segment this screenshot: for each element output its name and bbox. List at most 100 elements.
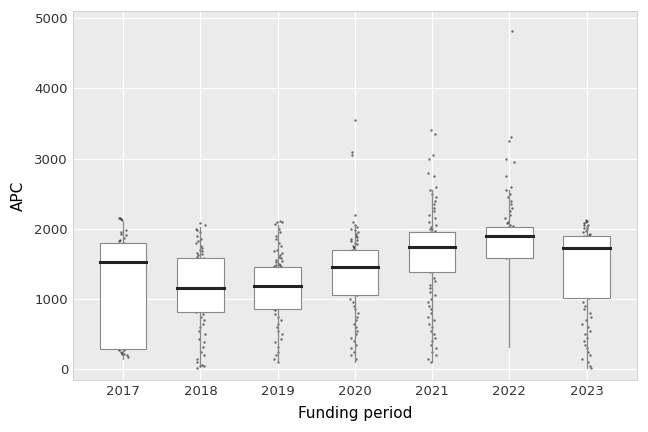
- Point: [506, 244, 516, 251]
- Point: [121, 243, 131, 250]
- Point: [274, 239, 284, 246]
- Bar: [100, 243, 146, 349]
- Point: [121, 258, 132, 265]
- Point: [430, 227, 441, 234]
- Bar: [177, 258, 224, 312]
- Point: [199, 352, 209, 359]
- Point: [581, 280, 591, 287]
- Point: [272, 232, 282, 239]
- Point: [119, 350, 129, 357]
- Point: [119, 347, 129, 354]
- Point: [423, 313, 434, 320]
- Point: [268, 301, 279, 308]
- Point: [506, 235, 516, 241]
- Point: [582, 334, 592, 341]
- Point: [504, 241, 515, 248]
- Point: [585, 230, 596, 237]
- Point: [113, 238, 124, 245]
- Point: [349, 265, 360, 272]
- Point: [347, 263, 357, 270]
- Point: [349, 302, 359, 309]
- Point: [191, 271, 202, 278]
- Point: [195, 289, 205, 295]
- Point: [429, 204, 439, 211]
- Point: [581, 277, 591, 284]
- Point: [580, 234, 590, 241]
- Point: [507, 243, 517, 250]
- Point: [582, 279, 592, 286]
- Point: [426, 226, 437, 233]
- Point: [275, 263, 286, 270]
- Point: [581, 216, 591, 223]
- Point: [430, 278, 441, 285]
- Point: [273, 313, 284, 320]
- Point: [272, 281, 283, 288]
- Point: [122, 352, 132, 359]
- Point: [273, 343, 283, 350]
- Point: [200, 222, 210, 229]
- Point: [505, 190, 515, 197]
- Point: [582, 233, 592, 240]
- Point: [581, 227, 592, 234]
- Point: [351, 232, 361, 239]
- Point: [423, 248, 434, 255]
- Point: [273, 254, 284, 260]
- Point: [426, 306, 436, 313]
- Point: [585, 362, 596, 369]
- Point: [581, 246, 592, 253]
- Point: [346, 345, 356, 352]
- Point: [351, 355, 361, 362]
- Point: [424, 246, 434, 253]
- Point: [352, 234, 362, 241]
- Point: [503, 194, 513, 200]
- Point: [585, 364, 596, 371]
- Point: [586, 244, 596, 251]
- Point: [577, 355, 588, 362]
- Point: [121, 257, 132, 264]
- Point: [271, 289, 281, 296]
- Point: [347, 274, 357, 281]
- Point: [426, 190, 437, 197]
- Point: [353, 241, 363, 248]
- Point: [583, 324, 593, 330]
- Bar: [332, 250, 378, 295]
- Point: [345, 295, 356, 302]
- Point: [273, 327, 283, 334]
- Point: [584, 294, 594, 301]
- Point: [428, 201, 439, 208]
- Point: [271, 286, 281, 293]
- Bar: [564, 236, 610, 298]
- Point: [423, 262, 434, 269]
- Point: [349, 278, 359, 285]
- Point: [199, 286, 209, 293]
- Point: [117, 262, 128, 269]
- Point: [196, 243, 206, 250]
- Point: [351, 231, 361, 238]
- Point: [200, 299, 210, 305]
- X-axis label: Funding period: Funding period: [297, 406, 412, 421]
- Point: [113, 346, 124, 353]
- Point: [195, 229, 205, 236]
- Point: [117, 351, 127, 358]
- Point: [579, 282, 589, 289]
- Point: [115, 264, 126, 271]
- Point: [425, 187, 435, 194]
- Point: [508, 222, 518, 229]
- Point: [351, 285, 362, 292]
- Point: [577, 287, 588, 294]
- Point: [198, 283, 209, 290]
- Point: [270, 299, 281, 306]
- Point: [116, 265, 126, 272]
- Point: [431, 255, 441, 262]
- Point: [431, 222, 441, 229]
- Point: [121, 227, 132, 234]
- Point: [426, 327, 436, 334]
- Point: [116, 228, 126, 235]
- Point: [194, 363, 205, 370]
- Point: [500, 232, 511, 239]
- Point: [583, 359, 593, 365]
- Point: [430, 197, 440, 204]
- Point: [423, 169, 434, 176]
- Point: [115, 348, 126, 355]
- Point: [199, 317, 209, 324]
